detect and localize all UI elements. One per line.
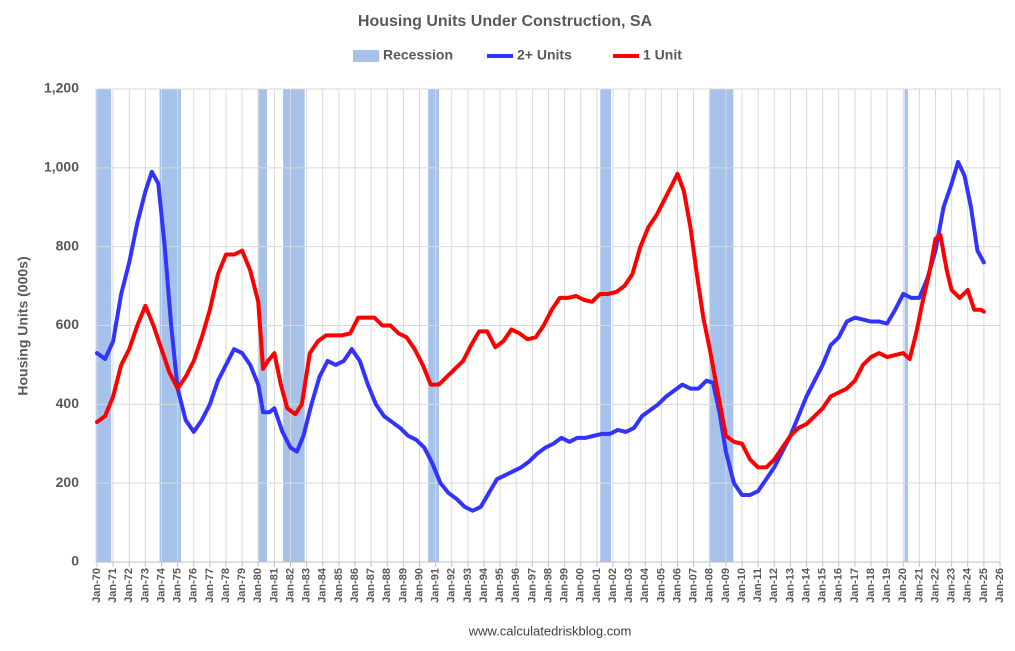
x-tick-label: Jan-94	[478, 567, 490, 603]
x-tick-label: Jan-25	[978, 568, 990, 603]
x-tick-label: Jan-02	[607, 568, 619, 603]
y-tick-label: 1,200	[44, 80, 79, 96]
x-tick-label: Jan-22	[929, 568, 941, 603]
legend-label: 2+ Units	[517, 47, 572, 63]
x-tick-label: Jan-07	[688, 568, 700, 603]
x-tick-label: Jan-77	[204, 568, 216, 603]
x-tick-label: Jan-78	[220, 568, 232, 603]
x-tick-label: Jan-95	[494, 568, 506, 603]
x-tick-label: Jan-96	[510, 568, 522, 603]
x-tick-label: Jan-89	[397, 568, 409, 603]
x-tick-label: Jan-75	[172, 568, 184, 603]
x-tick-label: Jan-93	[462, 568, 474, 603]
x-tick-label: Jan-26	[994, 568, 1006, 603]
x-tick-label: Jan-24	[962, 567, 974, 603]
x-tick-label: Jan-74	[155, 567, 167, 603]
x-tick-label: Jan-83	[301, 568, 313, 603]
x-tick-label: Jan-04	[639, 567, 651, 603]
x-tick-label: Jan-80	[252, 568, 264, 603]
legend: Recession 2+ Units 1 Unit	[353, 47, 682, 63]
x-tick-label: Jan-19	[881, 568, 893, 603]
x-tick-label: Jan-70	[91, 568, 103, 603]
x-tick-label: Jan-00	[575, 568, 587, 603]
y-tick-label: 800	[56, 237, 80, 253]
x-tick-label: Jan-82	[284, 568, 296, 603]
x-tick-label: Jan-03	[623, 568, 635, 603]
x-tick-label: Jan-84	[317, 567, 329, 603]
x-tick-label: Jan-79	[236, 568, 248, 603]
x-tick-label: Jan-16	[833, 568, 845, 603]
y-tick-label: 400	[56, 395, 80, 411]
y-tick-label: 0	[71, 553, 79, 569]
x-tick-label: Jan-87	[365, 568, 377, 603]
source: www.calculatedriskblog.com	[468, 623, 632, 638]
x-tick-label: Jan-10	[736, 568, 748, 603]
x-tick-label: Jan-92	[446, 568, 458, 603]
x-tick-label: Jan-05	[655, 568, 667, 603]
x-tick-label: Jan-06	[671, 568, 683, 603]
x-tick-label: Jan-97	[526, 568, 538, 603]
x-tick-label: Jan-12	[768, 568, 780, 603]
x-tick-label: Jan-14	[800, 567, 812, 603]
x-tick-label: Jan-73	[139, 568, 151, 603]
x-tick-label: Jan-72	[123, 568, 135, 603]
legend-label: 1 Unit	[643, 47, 682, 63]
legend-label: Recession	[383, 47, 453, 63]
x-tick-label: Jan-15	[817, 568, 829, 603]
x-tick-label: Jan-90	[413, 568, 425, 603]
y-tick-label: 200	[56, 474, 80, 490]
x-tick-label: Jan-85	[333, 568, 345, 603]
series-line	[95, 171, 986, 470]
y-axis-label: Housing Units (000s)	[15, 256, 31, 395]
x-tick-label: Jan-08	[704, 568, 716, 603]
x-tick-label: Jan-21	[913, 568, 925, 603]
x-tick-label: Jan-01	[591, 568, 603, 603]
legend-swatch	[353, 50, 379, 62]
x-tick-label: Jan-11	[752, 568, 764, 602]
x-tick-label: Jan-18	[865, 568, 877, 603]
x-tick-label: Jan-76	[188, 568, 200, 603]
x-tick-label: Jan-13	[784, 568, 796, 603]
grid	[96, 88, 1001, 563]
x-tick-label: Jan-98	[542, 568, 554, 603]
y-tick-label: 1,000	[44, 159, 79, 175]
x-tick-label: Jan-81	[268, 568, 280, 603]
x-tick-label: Jan-17	[849, 568, 861, 603]
x-tick-label: Jan-88	[381, 568, 393, 603]
y-tick-label: 600	[56, 316, 80, 332]
x-tick-label: Jan-91	[430, 568, 442, 603]
x-tick-label: Jan-71	[107, 568, 119, 603]
x-tick-label: Jan-20	[897, 568, 909, 603]
x-tick-label: Jan-23	[946, 568, 958, 603]
x-tick-label: Jan-86	[349, 568, 361, 603]
x-tick-label: Jan-99	[559, 568, 571, 603]
chart-title: Housing Units Under Construction, SA	[358, 13, 653, 30]
x-tick-label: Jan-09	[720, 568, 732, 603]
series-line	[95, 159, 986, 513]
